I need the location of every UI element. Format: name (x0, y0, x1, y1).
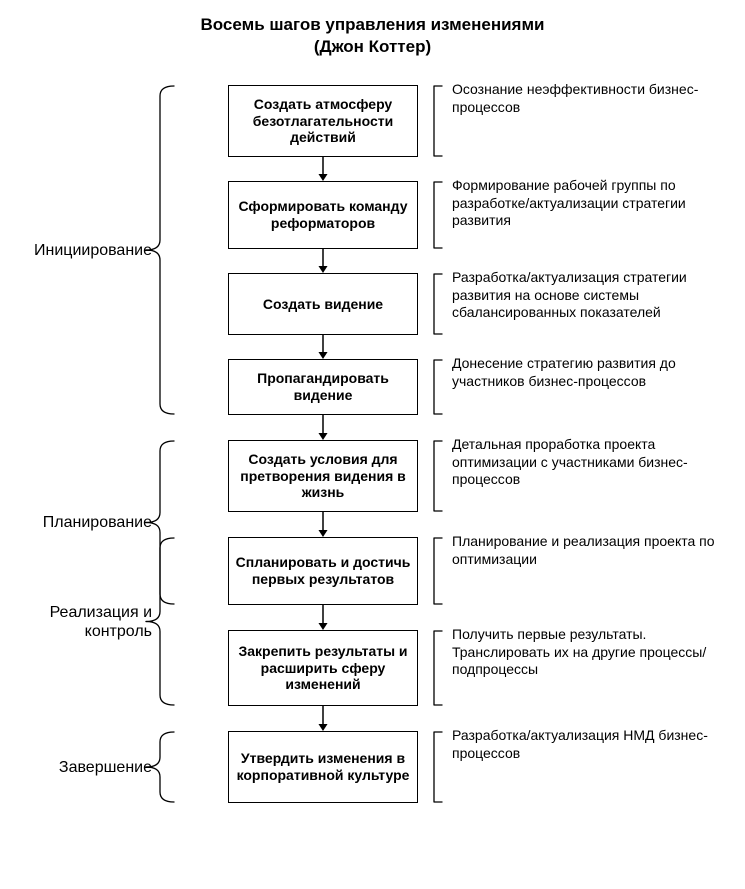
step-box-6: Спланировать и достичь первых результато… (228, 537, 418, 605)
step-box-3: Создать видение (228, 273, 418, 335)
step-box-8: Утвердить изменения в корпоративной куль… (228, 731, 418, 803)
step-box-4: Пропагандировать видение (228, 359, 418, 415)
phase-label-completion: Завершение (0, 758, 152, 777)
phase-label-realization: Реализация и контроль (0, 603, 152, 641)
step-annotation-7: Получить первые результаты. Транслироват… (452, 626, 735, 679)
step-box-1: Создать атмосферу безотлагательности дей… (228, 85, 418, 157)
step-box-5: Создать условия для претворения видения … (228, 440, 418, 512)
phase-label-initiation: Инициирование (0, 241, 152, 260)
step-box-2: Сформировать команду реформаторов (228, 181, 418, 249)
step-annotation-8: Разработка/актуализация НМД бизнес-проце… (452, 727, 735, 762)
step-annotation-3: Разработка/актуализация стратегии развит… (452, 269, 735, 322)
step-box-7: Закрепить результаты и расширить сферу и… (228, 630, 418, 706)
phase-label-planning: Планирование (0, 513, 152, 532)
step-annotation-1: Осознание неэффективности бизнес-процесс… (452, 81, 735, 116)
step-annotation-4: Донесение стратегию развития до участник… (452, 355, 735, 390)
step-annotation-6: Планирование и реализация проекта по опт… (452, 533, 735, 568)
title-line-1: Восемь шагов управления изменениями (0, 14, 745, 35)
step-annotation-2: Формирование рабочей группы по разработк… (452, 177, 735, 230)
title-line-2: (Джон Коттер) (0, 36, 745, 57)
step-annotation-5: Детальная проработка проекта оптимизации… (452, 436, 735, 489)
